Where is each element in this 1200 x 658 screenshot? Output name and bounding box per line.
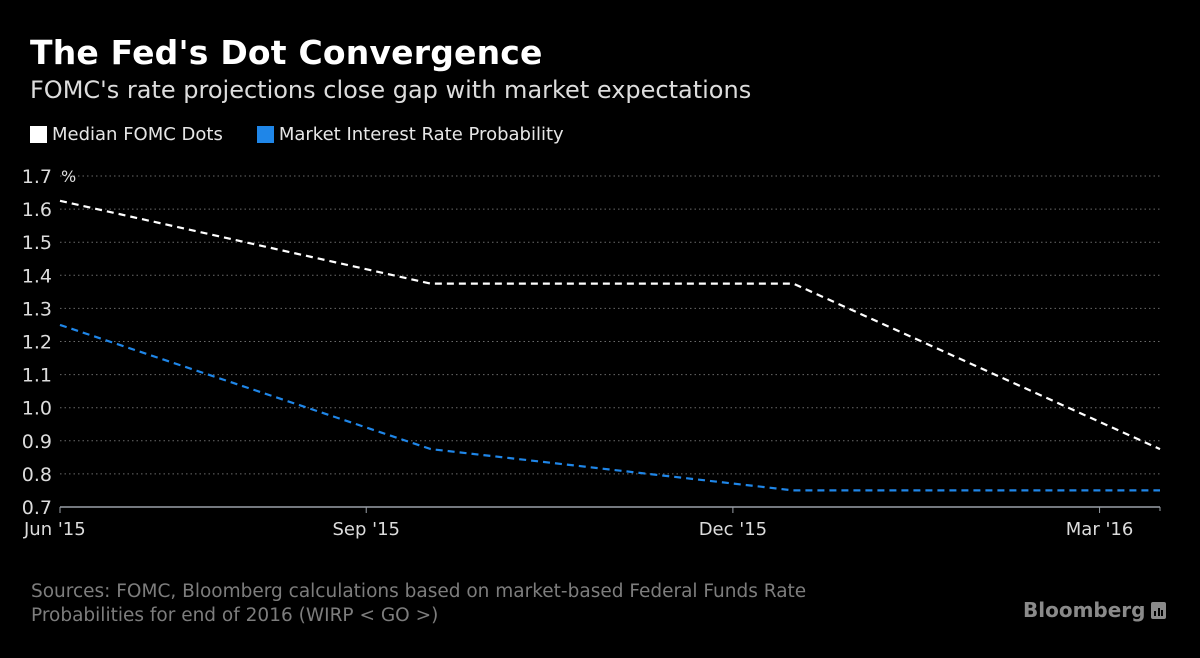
bloomberg-chart-icon [1151,601,1167,619]
y-tick-label: 0.7 [22,497,52,519]
sources-line-1: Sources: FOMC, Bloomberg calculations ba… [31,581,807,602]
x-tick-label: Sep '15 [332,519,400,540]
legend-swatch-fomc [30,126,47,143]
y-tick-label: 1.7 [22,166,52,188]
sources-note: Sources: FOMC, Bloomberg calculations ba… [31,580,931,628]
y-tick-label: 0.9 [22,431,52,453]
y-unit-label: % [61,167,76,186]
y-tick-labels: 0.7 0.8 0.9 1.0 1.1 1.2 1.3 1.4 1.5 1.6 1.7% [22,166,76,519]
legend-label-market: Market Interest Rate Probability [278,124,564,145]
legend-label-fomc: Median FOMC Dots [52,124,223,145]
bloomberg-brand: Bloomberg [1023,598,1167,622]
y-tick-label: 1.1 [22,365,52,387]
chart-subtitle: FOMC's rate projections close gap with m… [30,76,752,104]
x-axis: Jun '15 Sep '15 Dec '15 Mar '16 [23,506,1161,540]
x-tick-label: Jun '15 [23,519,86,540]
y-tick-label: 0.8 [22,464,52,486]
sources-line-2: Probabilities for end of 2016 (WIRP < GO… [31,605,439,626]
series-line-fomc-dots [59,199,1161,451]
gridlines [60,175,1160,475]
brand-name: Bloomberg [1023,598,1146,622]
y-tick-label: 1.5 [22,232,52,254]
series-line-market-probability [59,323,1160,492]
y-tick-label: 1.2 [22,332,52,354]
chart-title: The Fed's Dot Convergence [30,33,543,72]
x-tick-label: Mar '16 [1066,519,1134,540]
y-tick-label: 1.0 [22,398,52,420]
line-chart: 0.7 0.8 0.9 1.0 1.1 1.2 1.3 1.4 1.5 1.6 1.7% Jun '… [22,166,1161,540]
legend-item-market: Market Interest Rate Probability [256,124,564,145]
legend-swatch-market [256,126,274,143]
y-tick-label: 1.3 [22,298,52,320]
x-tick-label: Dec '15 [699,519,767,540]
legend-item-fomc: Median FOMC Dots [30,124,223,145]
y-tick-label: 1.4 [22,265,52,287]
legend: Median FOMC Dots Market Interest Rate Pr… [30,124,598,145]
series-lines [59,199,1161,492]
y-tick-label: 1.6 [22,199,52,221]
